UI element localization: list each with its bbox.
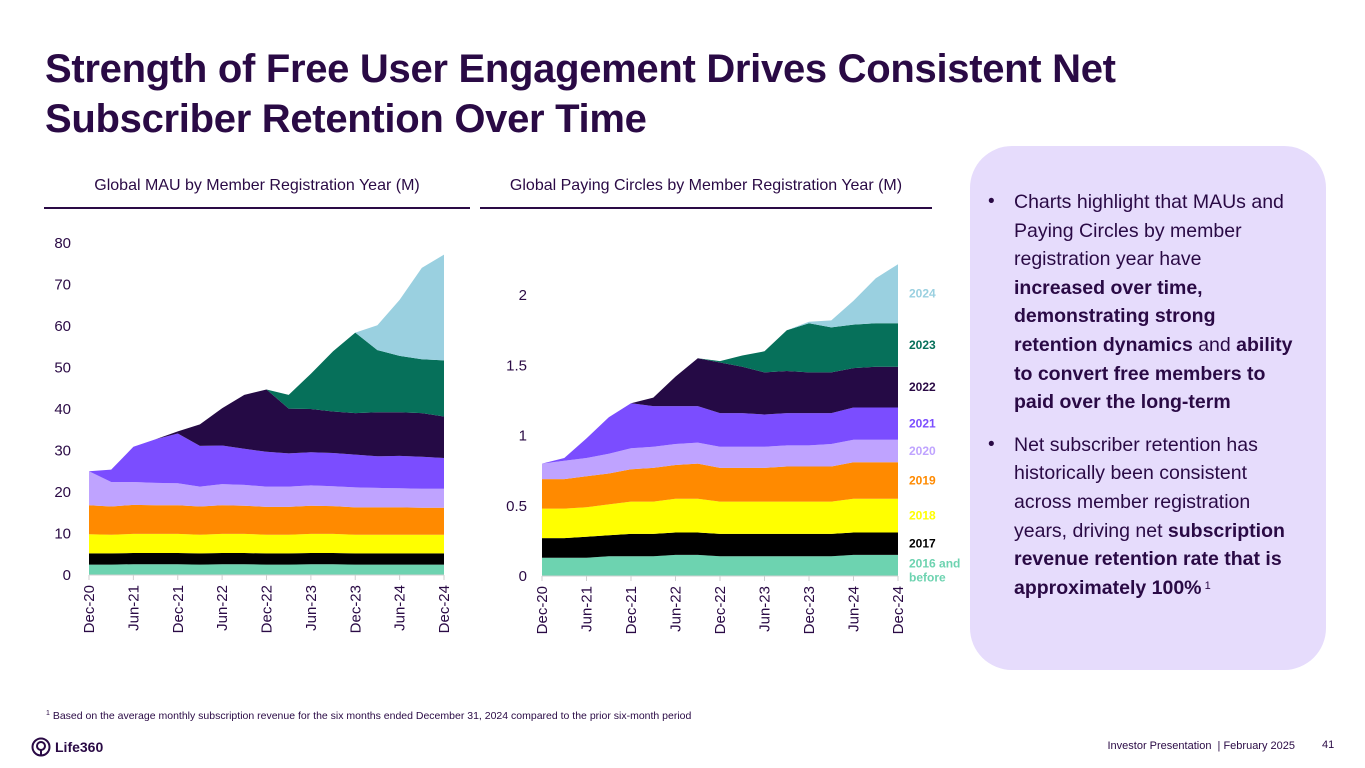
- area-series-2022: [89, 389, 444, 472]
- footnote-reference: 1: [1201, 579, 1211, 592]
- x-tick-label: Dec-24: [890, 586, 907, 634]
- logo-text: Life360: [55, 739, 104, 755]
- x-tick-label: Dec-22: [259, 585, 276, 633]
- y-tick-label: 40: [54, 401, 71, 418]
- area-series-2018: [542, 498, 898, 539]
- mau-chart-title: Global MAU by Member Registration Year (…: [94, 177, 420, 194]
- legend-label-2023: 2023: [909, 338, 936, 352]
- y-tick-label: 1.5: [506, 357, 527, 374]
- page-number: 41: [1322, 739, 1335, 751]
- area-series-2023: [542, 323, 898, 464]
- x-tick-label: Jun-24: [392, 585, 409, 631]
- footer-text: Investor Presentation | February 2025: [1107, 740, 1295, 752]
- paying-circles-chart-title: Global Paying Circles by Member Registra…: [509, 177, 903, 194]
- x-tick-label: Jun-22: [214, 585, 231, 631]
- legend-label-2020: 2020: [909, 444, 936, 458]
- emphasis-text: ability to convert free members to paid …: [1014, 333, 1293, 414]
- y-tick-label: 10: [54, 526, 71, 543]
- legend-label-2019: 2019: [909, 473, 936, 487]
- y-tick-label: 0.5: [506, 498, 527, 515]
- x-tick-label: Dec-21: [623, 586, 640, 634]
- paying-circles-chart-divider: [480, 207, 932, 209]
- area-series-2017: [542, 532, 898, 558]
- emphasis-text: subscription revenue retention rate that…: [1014, 519, 1285, 599]
- y-tick-label: 2: [519, 287, 527, 304]
- legend-label-2024: 2024: [909, 287, 936, 301]
- legend-label-2016-and-before: 2016 and before: [909, 556, 960, 584]
- takeaway-bullet: Charts highlight that MAUs and Paying Ci…: [986, 188, 1296, 417]
- x-tick-label: Jun-24: [846, 586, 863, 632]
- bullet-text: Net subscriber retention has historicall…: [1014, 433, 1258, 542]
- footnote-marker: 1: [46, 710, 50, 717]
- x-tick-label: Dec-23: [347, 585, 364, 633]
- x-tick-label: Jun-23: [303, 585, 320, 631]
- x-tick-label: Dec-24: [436, 585, 453, 633]
- legend-label-2017: 2017: [909, 537, 936, 551]
- legend-label-2021: 2021: [909, 417, 936, 431]
- area-series-2020: [89, 471, 444, 508]
- paying-circles-stacked-area-chart: 0 0.5 1 1.5 2 Dec-20 Jun-21 Dec-21 Jun-22 Dec-22 J…: [506, 264, 960, 634]
- y-tick-label: 30: [54, 443, 71, 460]
- x-tick-label: Dec-22: [712, 586, 729, 634]
- key-takeaways-panel: Charts highlight that MAUs and Paying Ci…: [970, 146, 1326, 670]
- y-tick-label: 50: [54, 360, 71, 377]
- footnote-text: Based on the average monthly subscriptio…: [52, 710, 692, 722]
- footnote: 1 Based on the average monthly subscript…: [46, 710, 691, 722]
- area-series-2016-and-before: [89, 564, 444, 575]
- area-series-2021: [89, 433, 444, 489]
- area-series-2016-and-before: [542, 554, 898, 576]
- x-tick-label: Jun-23: [757, 586, 774, 632]
- y-tick-label: 80: [54, 235, 71, 252]
- takeaway-bullet: Net subscriber retention has historicall…: [986, 431, 1296, 603]
- life360-logo-icon: [31, 737, 51, 757]
- area-series-2019: [89, 504, 444, 535]
- bullet-text: Charts highlight that MAUs and Paying Ci…: [1014, 191, 1284, 271]
- life360-logo: Life360: [31, 737, 103, 757]
- x-tick-label: Jun-21: [579, 586, 596, 632]
- bullet-text: and: [1192, 333, 1237, 356]
- area-series-2020: [542, 439, 898, 480]
- area-series-2019: [542, 462, 898, 509]
- legend-label-2022: 2022: [909, 380, 936, 394]
- area-series-2017: [89, 553, 444, 565]
- y-tick-label: 70: [54, 277, 71, 294]
- area-series-2022: [542, 358, 898, 464]
- y-tick-label: 20: [54, 484, 71, 501]
- y-tick-label: 1: [519, 428, 527, 445]
- mau-stacked-area-chart: 0 10 20 30 40 50 60 70 80 Dec-20 Jun-21 Dec-21 Jun-2…: [54, 235, 453, 633]
- x-tick-label: Dec-20: [81, 585, 98, 633]
- area-series-2023: [89, 332, 444, 472]
- y-tick-label: 0: [63, 567, 71, 584]
- x-tick-label: Jun-22: [668, 586, 685, 632]
- page-title: Strength of Free User Engagement Drives …: [45, 47, 1116, 141]
- x-tick-label: Jun-21: [125, 585, 142, 631]
- mau-chart-divider: [44, 207, 470, 209]
- y-tick-label: 60: [54, 318, 71, 335]
- x-tick-label: Dec-20: [534, 586, 551, 634]
- legend-label-2018: 2018: [909, 509, 936, 523]
- area-series-2021: [542, 403, 898, 464]
- x-tick-label: Dec-23: [801, 586, 818, 634]
- area-series-2018: [89, 533, 444, 554]
- y-tick-label: 0: [519, 568, 527, 585]
- x-tick-label: Dec-21: [170, 585, 187, 633]
- emphasis-text: increased over time, demonstrating stron…: [1014, 276, 1216, 356]
- takeaway-list: Charts highlight that MAUs and Paying Ci…: [986, 188, 1296, 602]
